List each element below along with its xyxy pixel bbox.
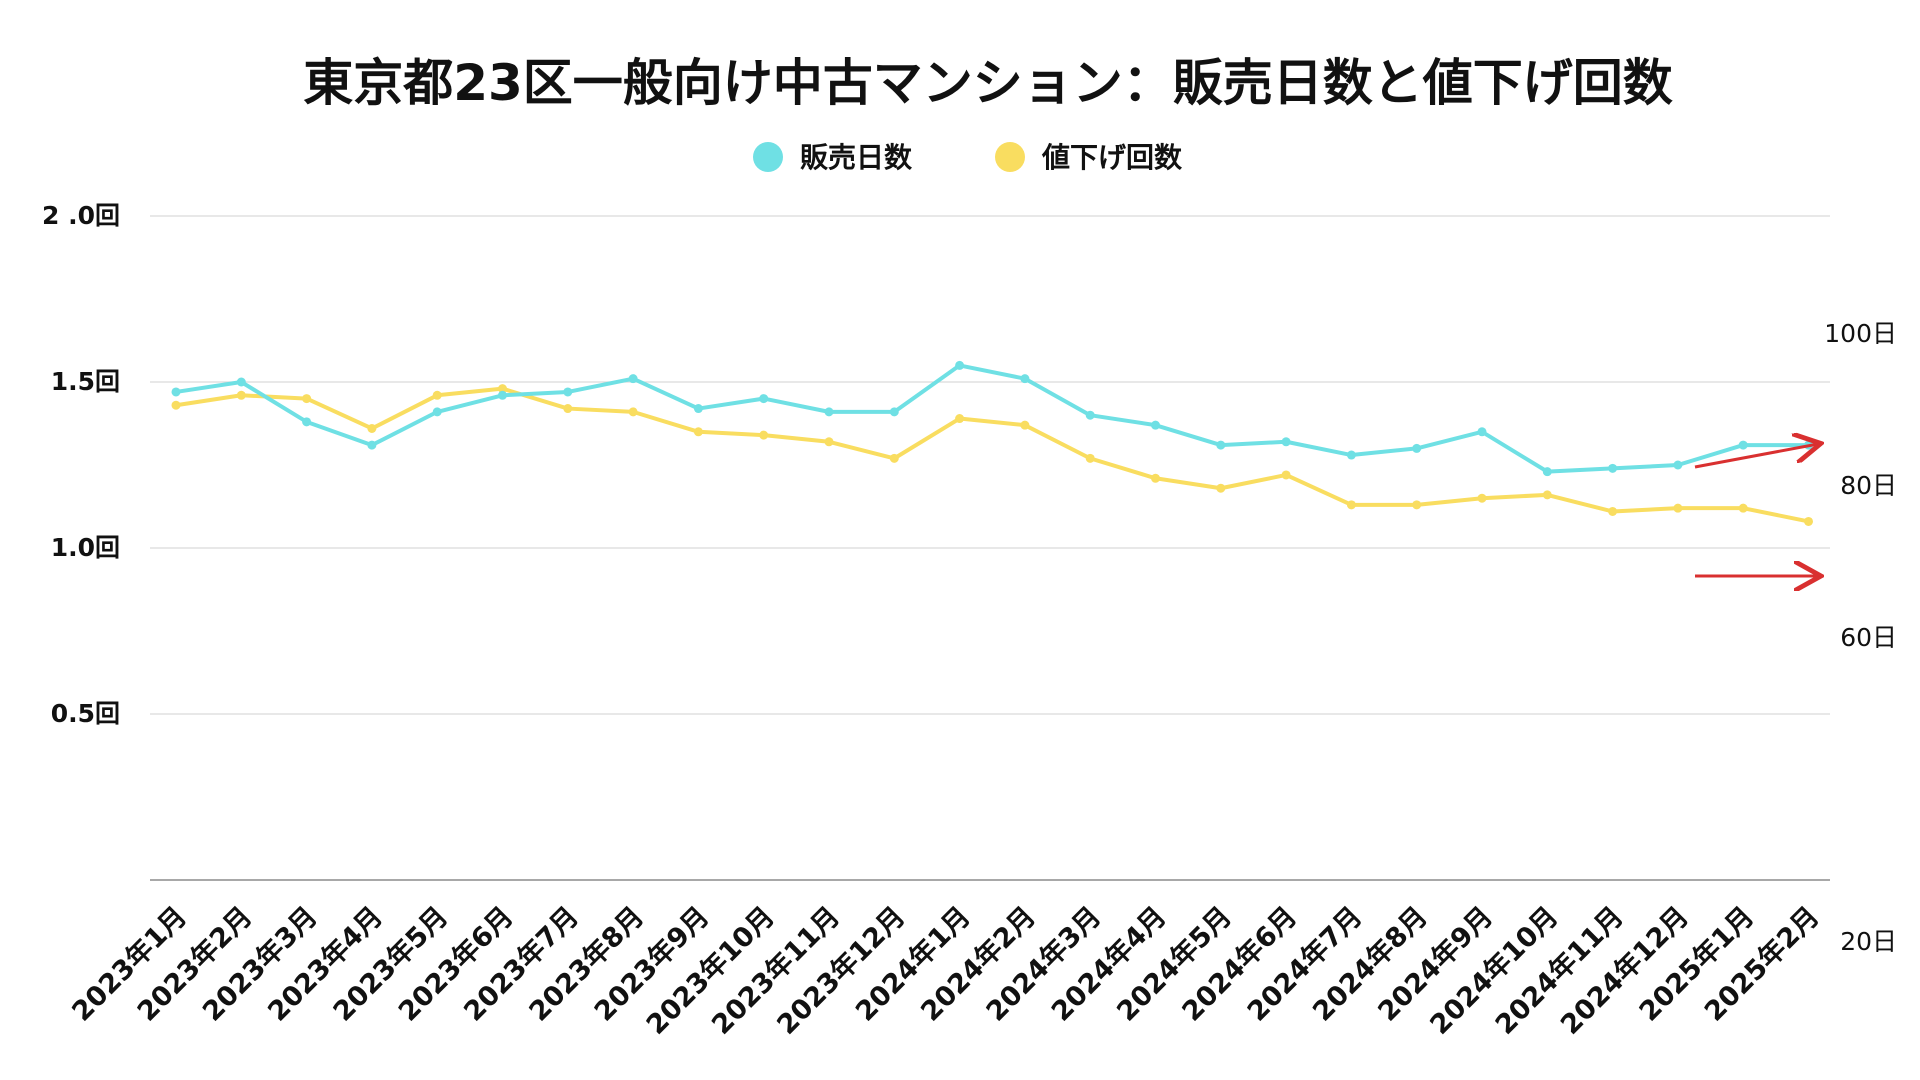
data-point (955, 360, 965, 370)
data-point (367, 423, 377, 433)
y-axis-right: 20日 60日 80日 100日 (1824, 319, 1897, 956)
y-right-tick-label: 20日 (1840, 927, 1897, 956)
data-point (693, 404, 703, 414)
data-point (1738, 503, 1748, 513)
data-point (1542, 467, 1552, 477)
y-right-tick-label: 80日 (1840, 471, 1897, 500)
data-point (1477, 427, 1487, 437)
data-point (302, 417, 312, 427)
data-point (171, 387, 181, 397)
legend-label: 値下げ回数 (1041, 141, 1183, 174)
data-point (759, 394, 769, 404)
data-point (236, 390, 246, 400)
data-point (1412, 443, 1422, 453)
y-left-tick-label: 1.5回 (51, 367, 120, 396)
data-point (759, 430, 769, 440)
annotations (1694, 444, 1818, 576)
data-point (1608, 463, 1618, 473)
data-point (498, 390, 507, 400)
data-point (955, 414, 965, 424)
data-point (367, 440, 377, 450)
chart-title: 東京都23区一般向け中古マンション：販売日数と値下げ回数 (303, 54, 1673, 112)
data-point (824, 437, 834, 447)
data-point (498, 384, 507, 394)
data-point (693, 427, 703, 437)
data-point (1151, 473, 1160, 483)
legend-swatch (753, 142, 783, 172)
legend-swatch (995, 142, 1025, 172)
data-point (1281, 470, 1291, 480)
data-point (1346, 500, 1356, 510)
data-point (889, 453, 899, 463)
data-point (1151, 420, 1160, 430)
x-axis: 2023年1月2023年2月2023年3月2023年4月2023年5月2023年… (66, 900, 1826, 1041)
data-point (628, 374, 638, 384)
legend-label: 販売日数 (800, 141, 913, 174)
data-point (236, 377, 246, 387)
data-point (302, 394, 312, 404)
y-left-tick-label: 2 .0回 (42, 201, 120, 230)
gridlines (150, 215, 1830, 881)
data-point (1673, 460, 1683, 470)
y-left-tick-label: 1.0回 (51, 533, 120, 562)
data-point (1020, 420, 1030, 430)
data-point (1412, 500, 1422, 510)
annotation-arrow-up-right (1694, 444, 1818, 469)
y-axis-left: 0.5回 1.0回 1.5回 2 .0回 (42, 201, 120, 728)
data-point (1738, 440, 1748, 450)
data-point (1346, 450, 1356, 460)
y-right-tick-label: 60日 (1840, 623, 1897, 652)
data-point (1216, 483, 1226, 493)
data-point (1020, 374, 1030, 384)
data-point (432, 390, 442, 400)
data-point (171, 400, 181, 410)
data-point (1085, 453, 1095, 463)
data-point (889, 407, 899, 417)
y-right-tick-label: 100日 (1824, 319, 1897, 348)
data-point (628, 407, 638, 417)
series-line-1 (174, 386, 1811, 524)
data-point (1281, 437, 1291, 447)
data-point (1608, 506, 1618, 516)
data-point (1216, 440, 1226, 450)
data-point (824, 407, 834, 417)
data-point (563, 387, 573, 397)
data-point (563, 404, 573, 414)
data-point (1477, 493, 1487, 503)
data-point (1085, 410, 1095, 420)
y-left-tick-label: 0.5回 (51, 699, 120, 728)
data-point (432, 407, 442, 417)
data-point (1542, 490, 1552, 500)
series-group (171, 360, 1813, 526)
series-line-0 (174, 363, 1811, 474)
legend: 販売日数 値下げ回数 (753, 141, 1183, 174)
data-point (1804, 516, 1813, 526)
data-point (1673, 503, 1683, 513)
